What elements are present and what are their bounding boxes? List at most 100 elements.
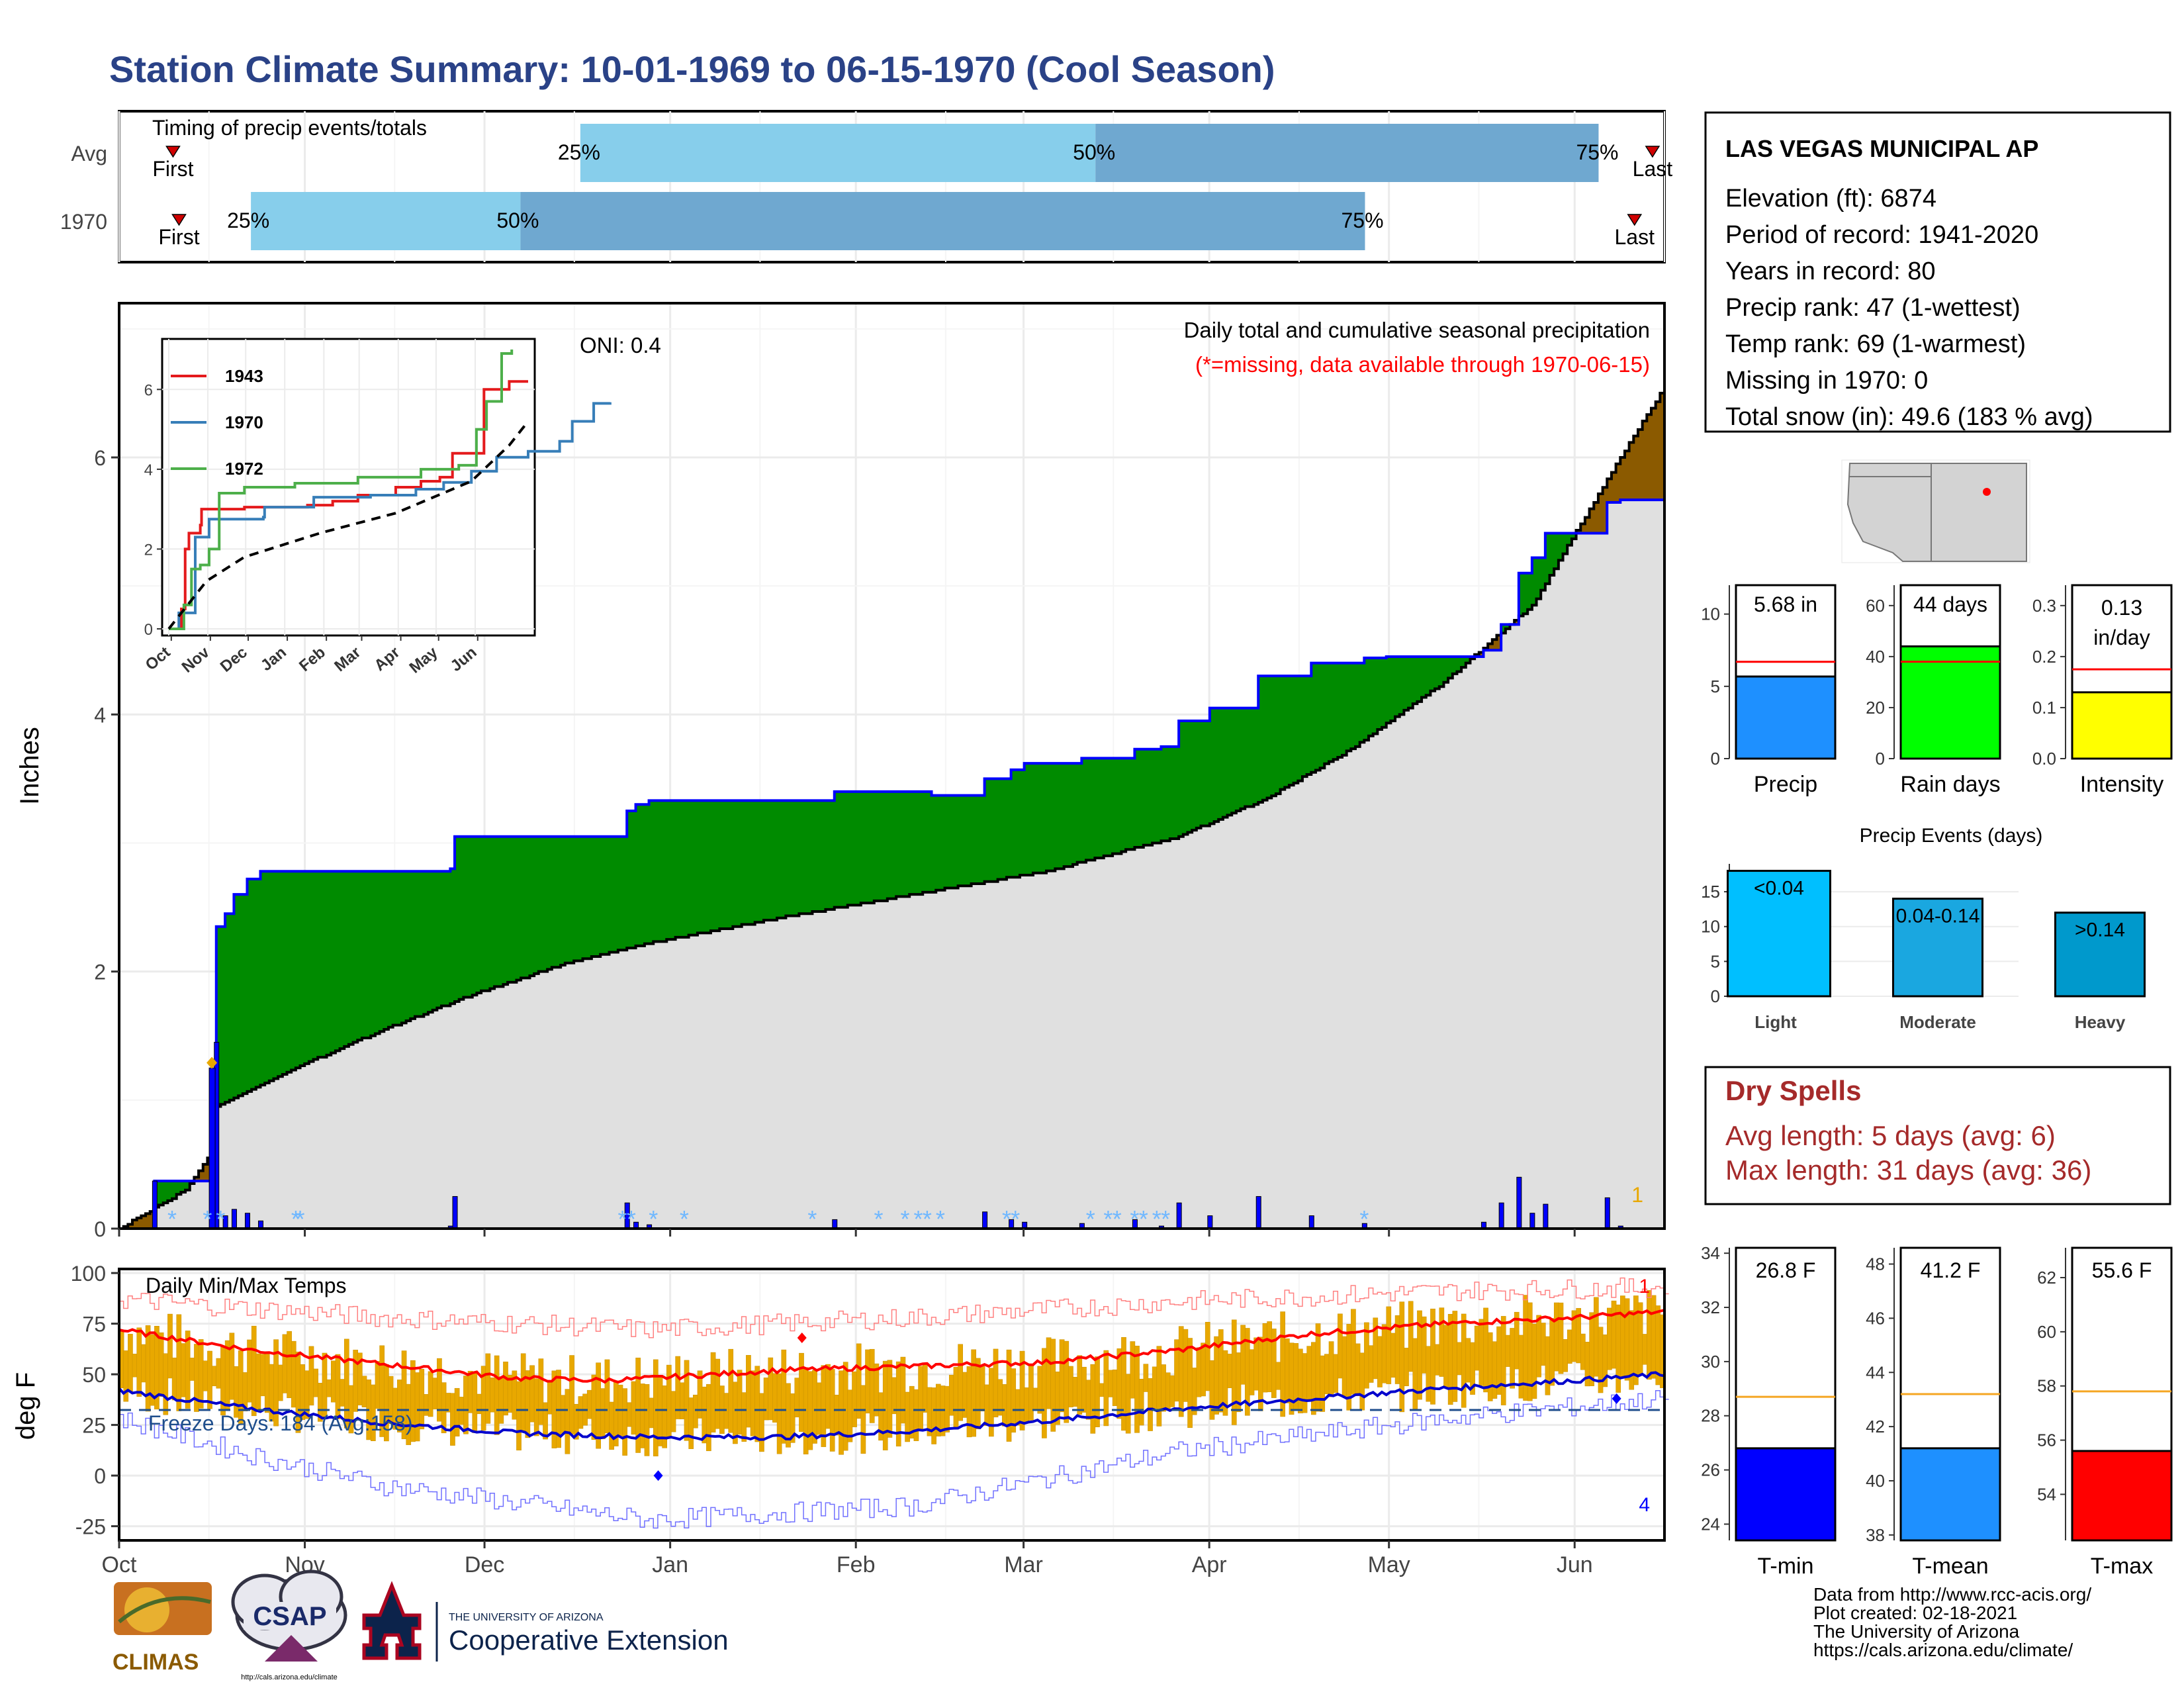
daily-temp-bar: [1611, 1300, 1617, 1369]
daily-temp-bar: [1275, 1362, 1281, 1390]
daily-temp-bar: [1196, 1347, 1202, 1397]
daily-temp-bar: [649, 1397, 654, 1429]
mini-bar-tick-label: 0.1: [2032, 698, 2056, 718]
daily-precip-bar: [832, 1219, 838, 1229]
daily-temp-bar: [976, 1358, 981, 1430]
daily-temp-bar: [1081, 1366, 1087, 1413]
daily-temp-bar: [1262, 1323, 1268, 1393]
temp-y-tick-label: 50: [82, 1363, 106, 1387]
daily-temp-bar: [529, 1365, 535, 1423]
temp-bar-tick-label: 32: [1701, 1297, 1720, 1317]
daily-temp-bar: [141, 1344, 146, 1383]
month-tick-label: Mar: [1004, 1552, 1043, 1577]
daily-temp-bar: [136, 1327, 142, 1397]
station-period: Period of record: 1941-2020: [1725, 221, 2038, 249]
climas-logo-swoosh: [118, 1596, 211, 1624]
daily-temp-bar: [1064, 1340, 1069, 1423]
daily-temp-bar: [1240, 1325, 1246, 1385]
temp-top-count: 1: [1639, 1276, 1650, 1297]
daily-temp-bar: [891, 1377, 897, 1415]
daily-temp-bar: [922, 1364, 928, 1413]
credit-data-source: Data from http://www.rcc-acis.org/: [1813, 1584, 2091, 1605]
daily-temp-bar: [913, 1389, 919, 1441]
daily-temp-bar: [1598, 1327, 1604, 1393]
temp-bar-label: T-mean: [1912, 1554, 1988, 1579]
temp-bar-tick-label: 62: [2037, 1268, 2056, 1288]
daily-temp-bar: [1249, 1349, 1255, 1395]
daily-temp-bar: [984, 1384, 990, 1427]
daily-temp-bar: [361, 1376, 367, 1407]
daily-temp-bar: [626, 1402, 632, 1427]
station-name: LAS VEGAS MUNICIPAL AP: [1725, 135, 2038, 162]
timing-label: Timing of precip events/totals: [152, 116, 427, 140]
daily-temp-bar: [128, 1334, 133, 1392]
events-category-label: Light: [1754, 1012, 1797, 1032]
month-tick-label: Apr: [1192, 1552, 1227, 1577]
daily-temp-bar: [750, 1370, 756, 1436]
daily-temp-bar: [1642, 1334, 1648, 1365]
daily-temp-bar: [1567, 1329, 1572, 1364]
daily-temp-bar: [1492, 1341, 1498, 1399]
timing-label-25: 25%: [227, 209, 269, 232]
daily-temp-bar: [326, 1379, 332, 1397]
daily-temp-bar: [1289, 1342, 1295, 1415]
record-high-marker: [797, 1333, 807, 1344]
inset-series: [167, 350, 612, 630]
daily-temp-bar: [229, 1333, 235, 1400]
credit-plot-created: Plot created: 02-18-2021: [1813, 1603, 2017, 1623]
daily-temp-bar: [1359, 1352, 1365, 1411]
temp-bottom-count: 4: [1639, 1494, 1650, 1516]
daily-temp-bar: [277, 1364, 283, 1401]
daily-temp-bar: [781, 1349, 787, 1444]
daily-temp-bar: [993, 1348, 999, 1418]
events-bar: [2054, 912, 2146, 998]
snow-marker: *: [649, 1205, 658, 1233]
station-missing: Missing in 1970: 0: [1725, 367, 1928, 395]
timing-last-label: Last: [1615, 225, 1655, 249]
snow-marker: *: [1359, 1205, 1369, 1233]
daily-temp-bar: [1633, 1295, 1639, 1385]
snow-marker: *: [1152, 1205, 1161, 1233]
temp-bar-t-max: 54 56 58 60 62 55.6 F T-max: [2037, 1246, 2173, 1579]
snow-markers: * * * ** * * * * * * * * * * * * * * * * * * * *: [167, 1205, 1369, 1233]
inset-gridlines: [162, 339, 535, 635]
daily-temp-bar: [490, 1377, 495, 1413]
daily-temp-bar: [1620, 1295, 1625, 1378]
dry-spells-max: Max length: 31 days (avg: 36): [1725, 1154, 2091, 1186]
daily-temp-bar: [1227, 1354, 1232, 1388]
csap-cloud-fill: [244, 1602, 336, 1630]
daily-temp-bar: [145, 1325, 151, 1412]
dry-spells-title: Dry Spells: [1725, 1075, 1861, 1106]
daily-precip-bar: [231, 1209, 237, 1229]
mini-bar-tick-label: 0: [1711, 749, 1720, 769]
daily-temp-bar: [1412, 1338, 1418, 1409]
inset-line-1943: [169, 380, 528, 630]
daily-temp-bar: [776, 1373, 782, 1454]
daily-temp-bar: [882, 1360, 888, 1450]
events-category-label: Moderate: [1899, 1012, 1976, 1032]
month-tick-label: Feb: [837, 1552, 876, 1577]
precip-corner-count: 1: [1631, 1183, 1643, 1207]
events-bar: [1892, 898, 1983, 998]
station-years: Years in record: 80: [1725, 258, 1936, 285]
dry-spells-box: Dry Spells Avg length: 5 days (avg: 6) M…: [1704, 1066, 2171, 1205]
daily-temp-bar: [1187, 1338, 1193, 1429]
csap-mountain: [265, 1635, 318, 1662]
csap-url: http://cals.arizona.edu/climate: [241, 1673, 338, 1681]
mini-bar-rain-days: 0 20 40 60 44 days Rain days: [1866, 584, 2001, 797]
snow-marker: *: [1161, 1205, 1170, 1233]
daily-temp-bar: [251, 1325, 257, 1417]
daily-temp-bar: [1253, 1337, 1259, 1391]
daily-temp-bar: [1333, 1354, 1339, 1393]
snow-marker: *: [914, 1205, 923, 1233]
daily-temp-bar: [1447, 1314, 1453, 1405]
temp-bar-value: [2071, 1450, 2173, 1542]
daily-temp-bar: [1536, 1315, 1541, 1378]
timing-last-label: Last: [1633, 157, 1673, 181]
daily-temp-bar: [437, 1358, 442, 1422]
daily-temp-bars: [118, 1290, 1665, 1457]
daily-temp-bar: [1134, 1345, 1140, 1433]
daily-precip-bar: [152, 1180, 158, 1229]
snow-marker: *: [291, 1205, 300, 1233]
snow-marker: *: [618, 1205, 627, 1233]
